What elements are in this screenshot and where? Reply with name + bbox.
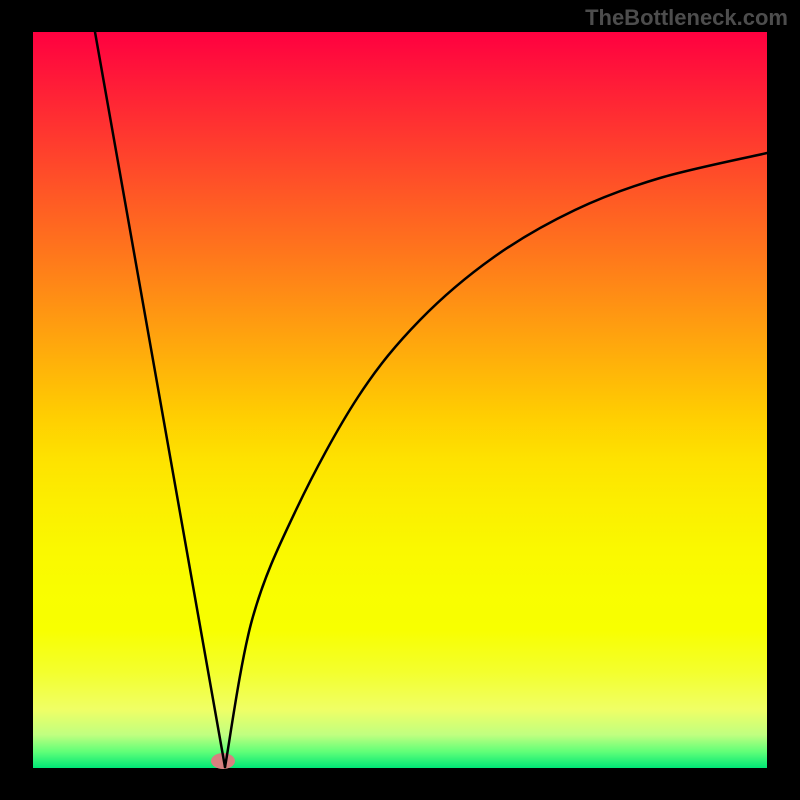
curve-right-branch (225, 153, 767, 767)
watermark-text: TheBottleneck.com (585, 5, 788, 31)
curve-left-branch (95, 32, 225, 767)
curve-layer (0, 0, 800, 800)
plot-area (33, 32, 767, 768)
chart-container: TheBottleneck.com (0, 0, 800, 800)
